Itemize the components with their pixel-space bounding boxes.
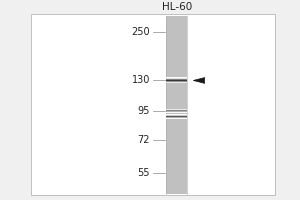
Text: 95: 95 xyxy=(138,106,150,116)
Text: 130: 130 xyxy=(132,75,150,85)
Bar xyxy=(167,77,187,78)
Bar xyxy=(167,79,187,80)
Bar xyxy=(167,78,187,79)
Bar xyxy=(167,16,187,194)
Polygon shape xyxy=(193,78,205,83)
Bar xyxy=(167,80,187,81)
Bar xyxy=(167,81,187,82)
Text: 250: 250 xyxy=(131,27,150,37)
Text: HL-60: HL-60 xyxy=(162,2,192,12)
Bar xyxy=(167,82,187,83)
Text: 55: 55 xyxy=(137,168,150,178)
Text: 72: 72 xyxy=(137,135,150,145)
Bar xyxy=(31,14,275,195)
